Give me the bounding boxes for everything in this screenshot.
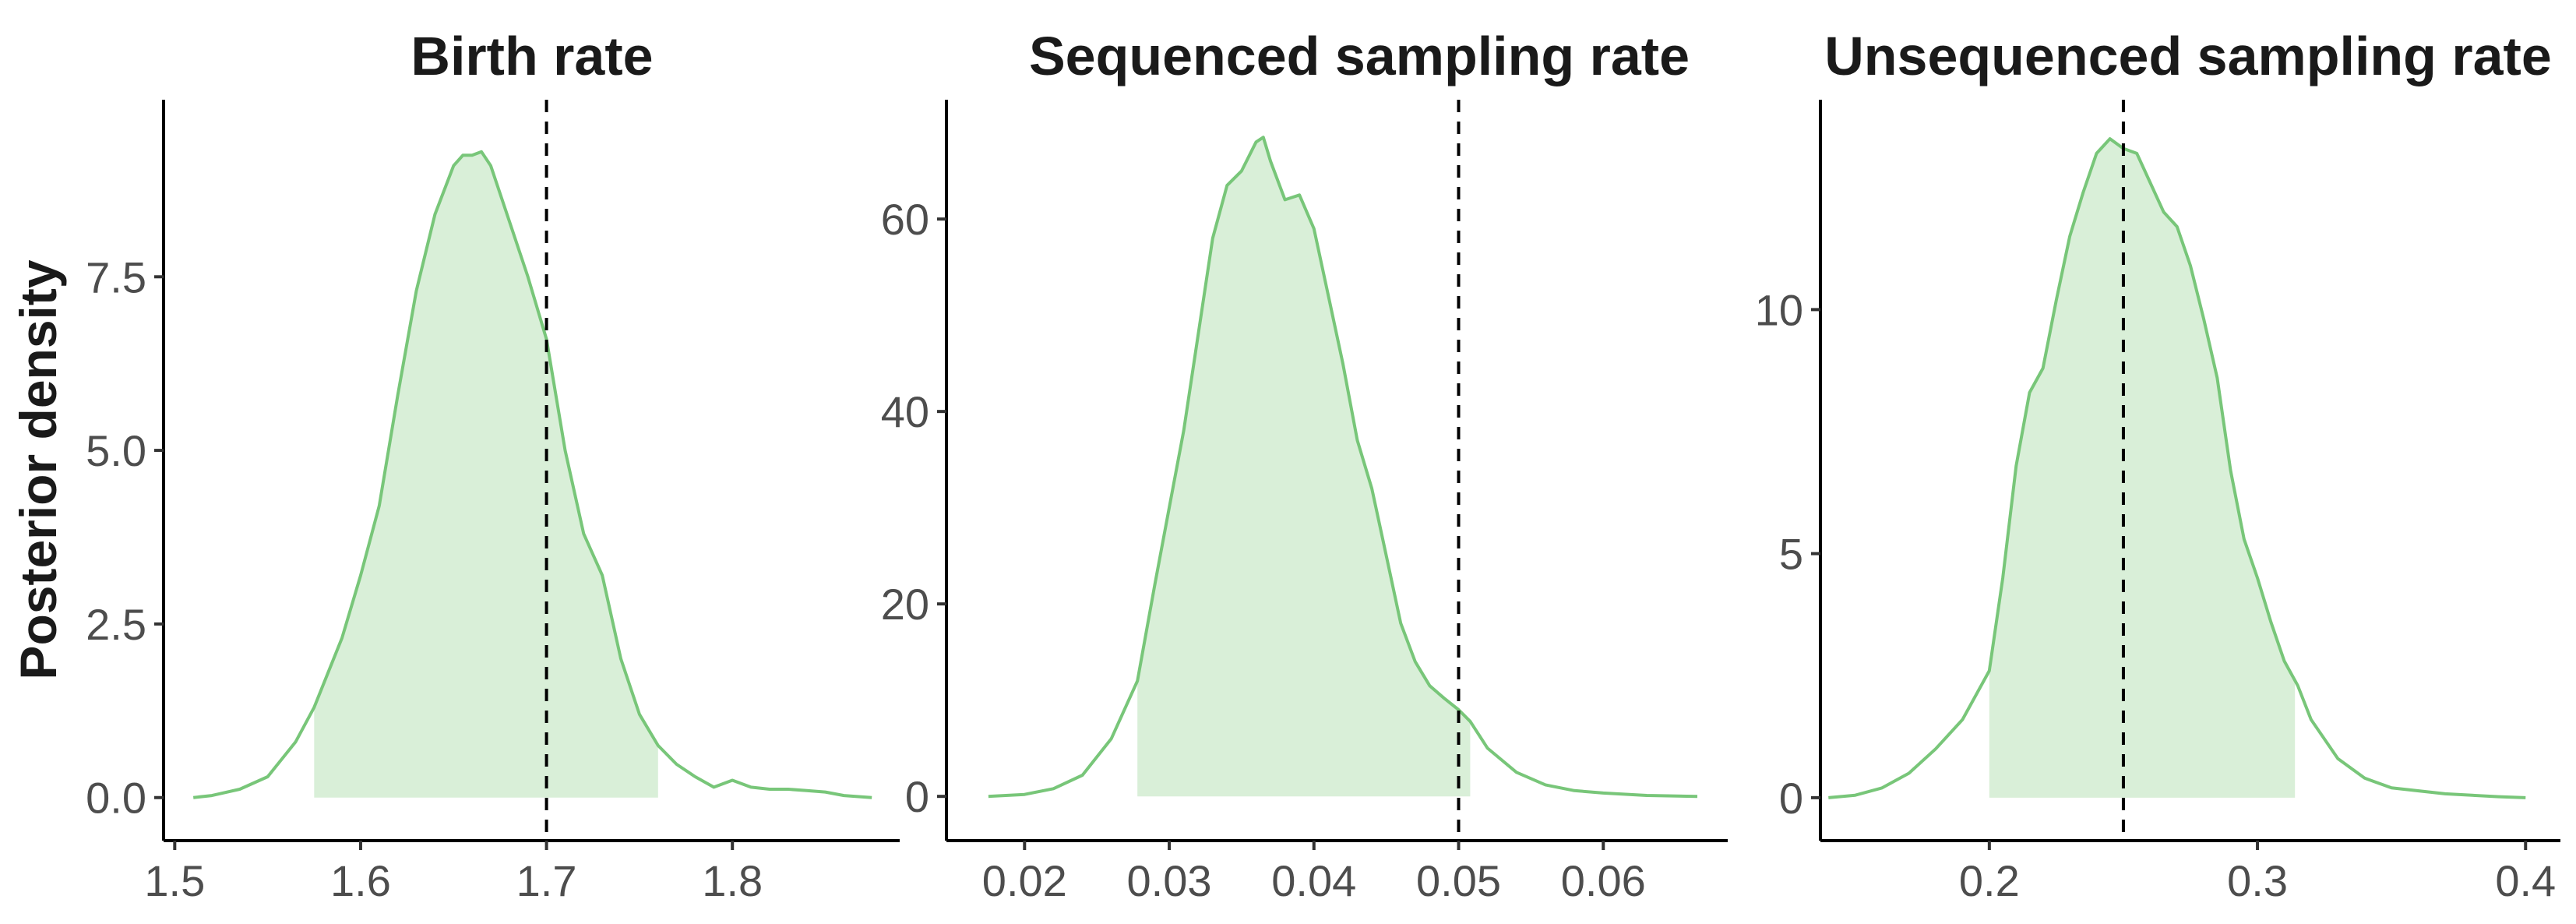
x-tick-label: 0.05 xyxy=(1416,856,1501,905)
x-tick-label: 0.06 xyxy=(1561,856,1646,905)
y-tick-label: 20 xyxy=(881,580,929,629)
x-tick-label: 0.3 xyxy=(2227,856,2288,905)
panel-1: 0.0 2.5 5.0 7.5 1.5 1.6 1.7 1.8 Birth rate xyxy=(86,26,900,905)
density-curve xyxy=(988,136,1698,799)
y-tick-label: 0.0 xyxy=(86,774,146,823)
y-tick-label: 60 xyxy=(881,195,929,244)
y-tick-label: 7.5 xyxy=(86,252,146,302)
x-tick-label: 1.8 xyxy=(702,856,763,905)
x-tick-label: 1.7 xyxy=(516,856,577,905)
x-tick-label: 0.04 xyxy=(1271,856,1356,905)
panel-title: Sequenced sampling rate xyxy=(1029,26,1690,86)
y-tick-label: 0 xyxy=(1779,774,1803,823)
panel-title: Unsequenced sampling rate xyxy=(1824,26,2552,86)
panel-2: 0 20 40 60 0.02 0.03 0.04 0.05 0.06 Sequenced sam… xyxy=(881,26,1728,905)
x-tick-label: 0.03 xyxy=(1127,856,1212,905)
y-tick-label: 2.5 xyxy=(86,600,146,649)
credible-interval-area xyxy=(1989,139,2296,798)
y-tick-label: 5 xyxy=(1779,530,1803,579)
x-tick-label: 0.02 xyxy=(982,856,1067,905)
density-curve xyxy=(1828,137,2526,799)
y-axis-title: Posterior density xyxy=(9,259,67,679)
credible-interval-area xyxy=(314,151,658,798)
panel-title: Birth rate xyxy=(411,26,653,86)
density-curve xyxy=(192,150,872,799)
credible-interval-area xyxy=(1137,137,1471,797)
y-tick-label: 10 xyxy=(1755,285,1803,334)
y-tick-label: 0 xyxy=(905,772,929,821)
x-tick-label: 1.5 xyxy=(144,856,205,905)
y-tick-label: 40 xyxy=(881,387,929,436)
y-tick-label: 5.0 xyxy=(86,426,146,475)
panel-3: 0 5 10 0.2 0.3 0.4 Unsequenced sampling rate xyxy=(1755,26,2560,905)
x-tick-label: 1.6 xyxy=(330,856,391,905)
x-tick-label: 0.4 xyxy=(2495,856,2556,905)
x-tick-label: 0.2 xyxy=(1959,856,2020,905)
